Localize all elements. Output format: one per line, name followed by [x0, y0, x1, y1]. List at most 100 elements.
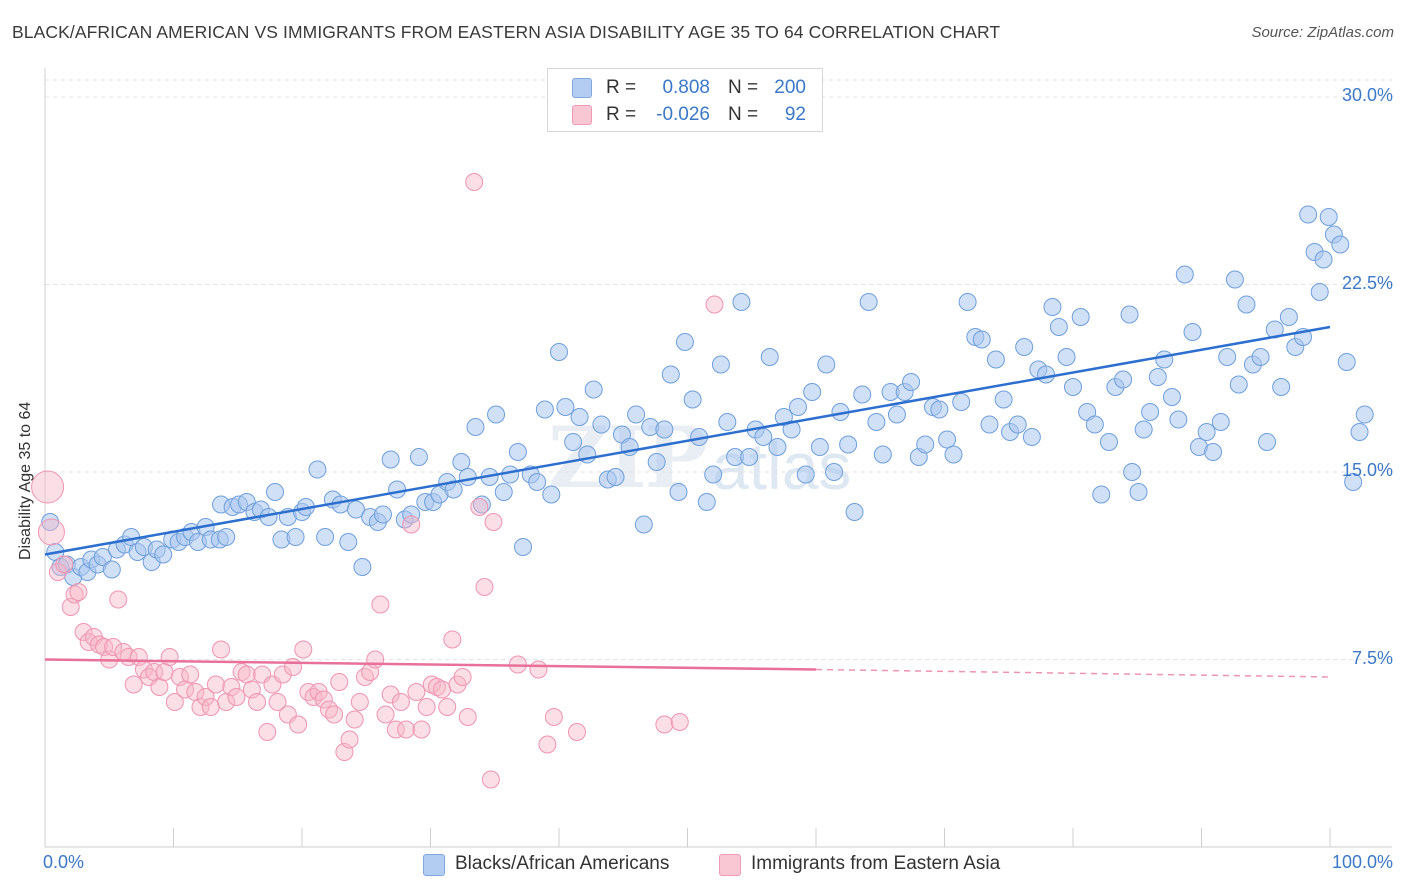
pink-point: [433, 680, 452, 699]
pink-point: [196, 688, 215, 706]
blue-point: [487, 405, 506, 424]
pink-point: [258, 723, 277, 741]
pink-point: [458, 708, 477, 726]
blue-point: [980, 415, 999, 434]
pink-point: [222, 678, 241, 696]
pink-point: [538, 735, 557, 754]
blue-point: [316, 528, 335, 546]
pink-point: [69, 583, 88, 601]
source-label: Source: ZipAtlas.com: [1251, 24, 1394, 41]
pink-point: [529, 660, 548, 679]
blue-point: [1175, 265, 1194, 284]
legend-n-label: N =: [728, 77, 759, 98]
legend-r-value: -0.026: [656, 104, 710, 125]
pink-point: [427, 678, 446, 696]
blue-point: [1114, 370, 1133, 389]
legend-label-eastern-asia: Immigrants from Eastern Asia: [751, 853, 1001, 874]
blue-point: [1049, 318, 1068, 336]
legend-swatch-pink: [572, 105, 592, 125]
blue-point: [944, 445, 963, 464]
blue-point: [1229, 375, 1248, 394]
blue-point: [1279, 308, 1298, 326]
pink-point: [481, 770, 500, 789]
pink-point: [417, 698, 436, 716]
pink-point: [227, 688, 246, 706]
legend-row-blacks: R = 0.808 N = 200: [548, 75, 822, 101]
pink-point: [191, 698, 210, 716]
chart-title: BLACK/AFRICAN AMERICAN VS IMMIGRANTS FRO…: [12, 22, 1001, 42]
x-tick-label-max: 100.0%: [1331, 852, 1393, 872]
blue-point: [1225, 270, 1244, 289]
blue-point: [542, 485, 561, 504]
legend-swatch-blue: [572, 78, 592, 98]
blue-point: [824, 463, 843, 481]
pink-point: [705, 295, 724, 314]
blue-point: [346, 500, 365, 519]
pink-point: [340, 730, 359, 749]
data-points: [31, 173, 1374, 789]
blue-point: [1085, 415, 1104, 434]
pink-point: [371, 595, 390, 614]
legend-n-value: 200: [774, 77, 806, 98]
blue-point: [1310, 283, 1329, 301]
blue-point: [867, 413, 886, 431]
blue-point: [1299, 205, 1318, 224]
blue-point: [1120, 305, 1139, 324]
blue-point: [1314, 250, 1333, 269]
pink-point: [381, 685, 400, 704]
blue-point: [1155, 350, 1174, 369]
pink-point: [465, 173, 484, 191]
blue-point: [1218, 348, 1237, 366]
pink-point: [248, 693, 267, 711]
blue-point: [634, 515, 653, 534]
pink-point: [402, 515, 421, 534]
blue-point: [501, 465, 520, 484]
blue-point: [768, 438, 787, 456]
blue-point: [570, 408, 589, 426]
pink-point: [48, 563, 67, 581]
blue-point: [789, 398, 808, 416]
blue-point: [839, 435, 858, 454]
blue-point: [550, 343, 568, 361]
blue-point: [472, 495, 491, 514]
x-tick-label-min: 0.0%: [43, 852, 85, 872]
pink-point: [350, 693, 369, 711]
blue-point: [972, 330, 991, 349]
blue-point: [930, 400, 949, 419]
pink-point: [422, 675, 441, 694]
blue-point: [528, 473, 547, 491]
blue-point: [675, 333, 694, 351]
legend-r-label: R =: [606, 104, 637, 125]
pink-point: [201, 698, 220, 716]
pink-point: [397, 720, 416, 739]
blue-point: [1197, 423, 1216, 441]
blue-point: [683, 390, 702, 409]
legend-r-label: R =: [606, 77, 637, 98]
pink-point: [484, 513, 503, 531]
pink-point: [294, 640, 313, 659]
pink-point: [237, 665, 256, 684]
blue-point: [1043, 298, 1062, 316]
blue-point: [1008, 415, 1027, 434]
blue-point: [388, 480, 407, 499]
pink-point: [165, 693, 184, 711]
pink-point: [37, 518, 65, 546]
pink-point: [366, 650, 385, 669]
blue-point: [1071, 308, 1090, 326]
blue-point: [1355, 405, 1374, 424]
pink-point: [268, 693, 287, 711]
blue-point: [508, 443, 527, 461]
blue-point: [647, 453, 666, 471]
blue-point: [1169, 410, 1188, 429]
blue-point: [1337, 353, 1356, 371]
pink-point: [443, 630, 462, 649]
pink-point: [670, 713, 689, 731]
blue-point: [697, 493, 716, 511]
blue-point: [938, 430, 957, 449]
pink-point: [355, 668, 374, 686]
blue-point: [458, 468, 477, 486]
blue-point: [514, 538, 533, 556]
blue-point: [154, 545, 173, 564]
blue-point: [994, 390, 1013, 409]
trend-line-blue: [44, 325, 1331, 556]
